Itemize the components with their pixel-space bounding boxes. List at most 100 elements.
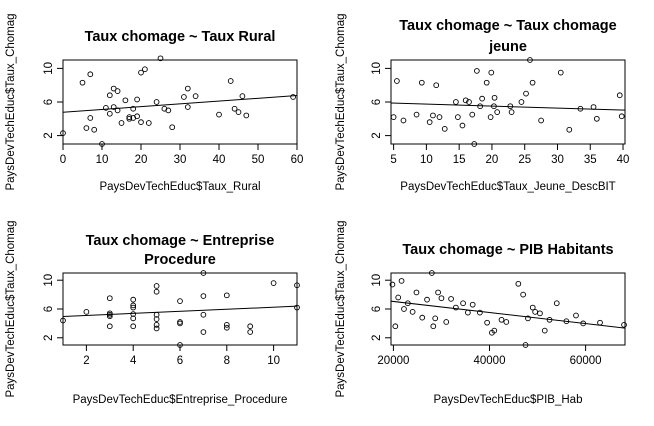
data-point (466, 99, 472, 105)
chart-panel-2: Taux chomage ~ Taux chomage jeune 5 10 15 20 2… (335, 13, 630, 193)
data-point (398, 278, 405, 284)
data-point (83, 309, 90, 315)
y-axis-label: PaysDevTechEduc$Taux_Chomag (335, 220, 347, 397)
y-tick-label: 10 (43, 274, 55, 287)
data-point (134, 96, 140, 103)
data-point (459, 122, 466, 129)
regression-line (63, 305, 297, 318)
data-point (153, 288, 160, 295)
plot-frame (62, 59, 298, 145)
x-tick-label: 2 (83, 355, 89, 367)
data-point (177, 342, 183, 348)
data-point (438, 295, 445, 302)
data-point (83, 125, 90, 131)
data-point (522, 342, 529, 348)
x-axis-label: PaysDevTechEduc$Taux_Rural (99, 181, 260, 193)
data-point (223, 292, 230, 299)
data-point (235, 109, 242, 115)
data-point (126, 115, 133, 122)
data-point (247, 323, 254, 330)
chart-title: Taux chomage ~ Taux Rural (85, 29, 276, 45)
y-tick-label: 6 (43, 306, 55, 312)
data-point (145, 120, 152, 126)
chart-title: Taux chomage ~ PIB Habitants (402, 242, 613, 258)
data-point (491, 327, 498, 334)
data-point (99, 141, 105, 147)
data-point (413, 289, 420, 296)
data-point (294, 282, 300, 289)
data-point (243, 112, 250, 119)
data-point (498, 316, 505, 323)
data-point (616, 92, 623, 99)
x-tick-label: 20000 (377, 355, 409, 367)
data-point (134, 113, 140, 120)
data-point (484, 319, 490, 326)
data-point (455, 114, 461, 120)
data-point (523, 90, 529, 97)
data-point (413, 111, 420, 118)
data-point (118, 120, 125, 126)
y-axis-label: PaysDevTechEduc$Taux_Chomag (5, 13, 17, 190)
data-point (508, 109, 515, 115)
data-point (491, 94, 498, 101)
data-point (537, 310, 543, 317)
data-point (518, 99, 525, 105)
data-point (529, 79, 536, 86)
data-point (184, 104, 191, 110)
data-point (418, 79, 425, 86)
data-point (106, 323, 113, 330)
data-point (432, 315, 439, 322)
data-point (435, 289, 441, 296)
data-point (157, 55, 164, 62)
data-point (110, 104, 117, 110)
data-point (441, 126, 448, 132)
data-point (130, 315, 137, 322)
data-point (471, 141, 478, 147)
chart-panel-4: Taux chomage ~ PIB Habitants 20000 40000 60… (335, 220, 627, 406)
data-point (165, 107, 172, 114)
data-point (428, 270, 435, 276)
plot-frame (390, 272, 626, 346)
data-point (200, 293, 207, 299)
data-point (529, 304, 536, 311)
data-point (138, 69, 144, 76)
y-tick-label: 6 (371, 99, 383, 105)
y-tick-label: 10 (371, 62, 383, 75)
data-point (494, 109, 501, 115)
data-point (515, 280, 522, 287)
data-point (181, 94, 187, 100)
data-point (593, 115, 600, 122)
data-point (153, 283, 160, 289)
plot-frame (390, 59, 626, 145)
x-tick-label: 10 (96, 154, 109, 166)
data-point (477, 309, 483, 316)
data-point (527, 57, 533, 63)
plot-frame (62, 272, 298, 346)
data-point (130, 296, 137, 303)
data-point (103, 105, 109, 111)
data-point (462, 97, 469, 104)
y-tick-label: 2 (43, 335, 55, 341)
data-point (87, 115, 94, 121)
data-point (390, 114, 397, 120)
data-point (294, 304, 300, 311)
data-point (169, 124, 176, 131)
x-tick-label: 35 (584, 154, 597, 166)
data-point (525, 315, 531, 322)
data-point (474, 68, 480, 74)
data-point (192, 93, 199, 99)
data-point (443, 319, 450, 325)
data-point (573, 312, 579, 319)
data-point (541, 327, 548, 334)
data-point (400, 117, 407, 124)
chart-title: jeune (488, 39, 527, 55)
x-tick-label: 40 (617, 154, 630, 166)
data-point (479, 95, 485, 102)
data-point (553, 300, 560, 307)
data-point (532, 309, 538, 315)
data-point (597, 319, 603, 326)
data-point (200, 311, 207, 318)
data-point (223, 324, 230, 331)
chart-title: Procedure (144, 252, 216, 268)
